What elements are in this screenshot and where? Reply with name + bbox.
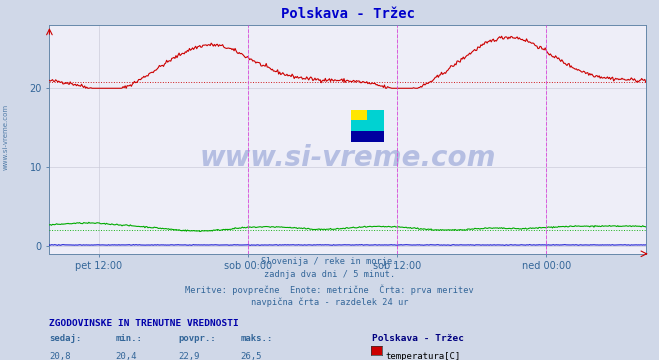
Text: 26,5: 26,5: [241, 352, 262, 360]
Text: sedaj:: sedaj:: [49, 334, 82, 343]
Text: ZGODOVINSKE IN TRENUTNE VREDNOSTI: ZGODOVINSKE IN TRENUTNE VREDNOSTI: [49, 319, 239, 328]
Text: www.si-vreme.com: www.si-vreme.com: [2, 104, 9, 170]
Text: zadnja dva dni / 5 minut.: zadnja dva dni / 5 minut.: [264, 270, 395, 279]
Text: www.si-vreme.com: www.si-vreme.com: [200, 144, 496, 172]
Text: maks.:: maks.:: [241, 334, 273, 343]
Text: Polskava - Tržec: Polskava - Tržec: [372, 334, 465, 343]
Text: temperatura[C]: temperatura[C]: [386, 352, 461, 360]
Text: Slovenija / reke in morje.: Slovenija / reke in morje.: [261, 257, 398, 266]
Text: min.:: min.:: [115, 334, 142, 343]
Text: 22,9: 22,9: [178, 352, 200, 360]
Title: Polskava - Tržec: Polskava - Tržec: [281, 7, 415, 21]
Text: navpična črta - razdelek 24 ur: navpična črta - razdelek 24 ur: [251, 298, 408, 307]
Text: povpr.:: povpr.:: [178, 334, 215, 343]
Text: 20,4: 20,4: [115, 352, 137, 360]
Text: Meritve: povprečne  Enote: metrične  Črta: prva meritev: Meritve: povprečne Enote: metrične Črta:…: [185, 284, 474, 294]
Text: 20,8: 20,8: [49, 352, 71, 360]
